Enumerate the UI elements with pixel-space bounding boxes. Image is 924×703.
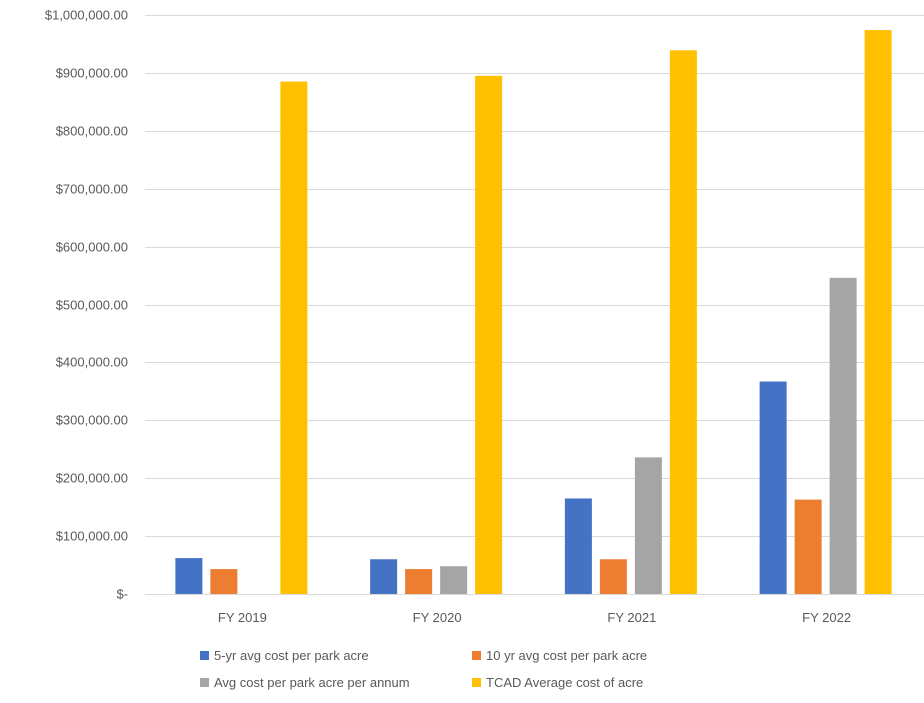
bar-fy-2021-series-2 <box>634 457 662 594</box>
y-tick-label: $800,000.00 <box>56 124 128 139</box>
legend-label-5yr: 5-yr avg cost per park acre <box>214 648 369 663</box>
x-tick-label: FY 2021 <box>607 610 656 625</box>
y-tick-label: $1,000,000.00 <box>45 8 128 23</box>
bar-fy-2019-series-1 <box>210 569 238 594</box>
y-axis-tick-labels: $- $100,000.00 $200,000.00 $300,000.00 $400,… <box>45 8 128 602</box>
x-axis-tick-labels: FY 2019 FY 2020 FY 2021 FY 2022 <box>218 610 851 625</box>
y-tick-label: $500,000.00 <box>56 298 128 313</box>
bar-fy-2019-series-0 <box>175 558 203 594</box>
legend-swatch-annum <box>200 678 209 687</box>
legend-swatch-tcad <box>472 678 481 687</box>
legend-item-annum: Avg cost per park acre per annum <box>200 675 472 690</box>
legend-label-10yr: 10 yr avg cost per park acre <box>486 648 648 663</box>
bar-fy-2020-series-2 <box>440 566 468 594</box>
bar-fy-2020-series-3 <box>475 75 503 595</box>
bar-fy-2021-series-1 <box>599 559 627 594</box>
legend-swatch-10yr <box>472 651 481 660</box>
y-tick-label: $400,000.00 <box>56 355 128 370</box>
legend-swatch-5yr <box>200 651 209 660</box>
y-tick-label: $100,000.00 <box>56 529 128 544</box>
gridlines <box>145 15 924 595</box>
y-tick-label: $700,000.00 <box>56 182 128 197</box>
legend-label-tcad: TCAD Average cost of acre <box>486 675 644 690</box>
x-tick-label: FY 2019 <box>218 610 267 625</box>
bar-fy-2021-series-0 <box>564 498 592 594</box>
y-tick-label: $- <box>116 587 128 602</box>
legend-item-10yr: 10 yr avg cost per park acre <box>472 648 752 663</box>
legend-label-annum: Avg cost per park acre per annum <box>214 675 410 690</box>
bar-fy-2019-series-3 <box>280 81 308 594</box>
bar-fy-2022-series-1 <box>794 499 822 594</box>
legend-item-tcad: TCAD Average cost of acre <box>472 675 752 690</box>
y-tick-label: $900,000.00 <box>56 66 128 81</box>
bar-fy-2022-series-3 <box>864 30 892 594</box>
legend: 5-yr avg cost per park acre 10 yr avg co… <box>200 648 760 690</box>
bars <box>175 30 892 595</box>
legend-item-5yr: 5-yr avg cost per park acre <box>200 648 472 663</box>
y-tick-label: $600,000.00 <box>56 240 128 255</box>
bar-fy-2020-series-0 <box>370 559 398 594</box>
bar-fy-2022-series-2 <box>829 277 857 594</box>
bar-fy-2020-series-1 <box>405 569 433 594</box>
bar-fy-2022-series-0 <box>759 381 787 594</box>
bar-fy-2021-series-3 <box>669 50 697 595</box>
y-tick-label: $200,000.00 <box>56 471 128 486</box>
x-tick-label: FY 2020 <box>413 610 462 625</box>
x-tick-label: FY 2022 <box>802 610 851 625</box>
y-tick-label: $300,000.00 <box>56 413 128 428</box>
